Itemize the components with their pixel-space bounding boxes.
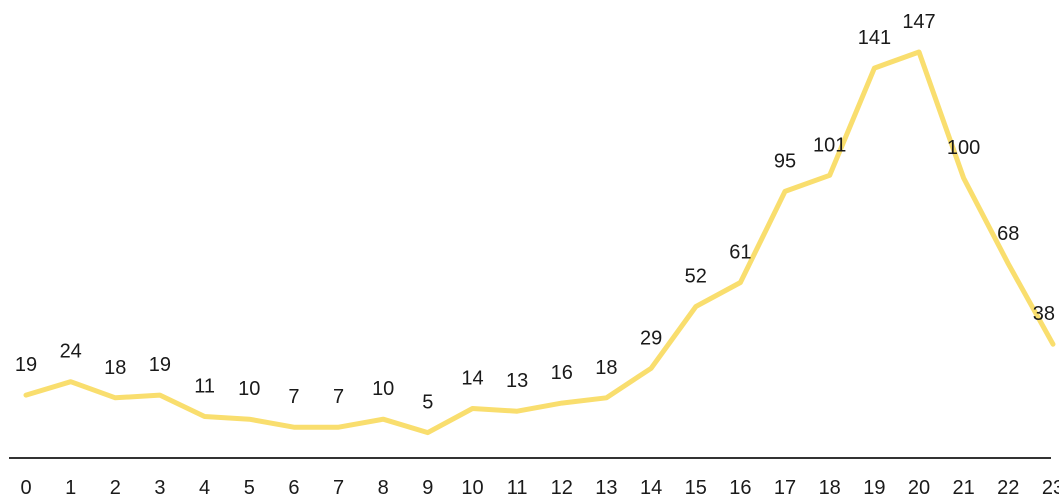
x-tick-label: 3 <box>154 477 165 499</box>
x-tick-label: 6 <box>288 477 299 499</box>
series-line <box>23 49 1056 436</box>
x-tick-label: 11 <box>507 477 528 499</box>
data-label: 18 <box>595 357 617 379</box>
x-tick-label: 9 <box>422 477 433 499</box>
x-tick-label: 16 <box>729 477 751 499</box>
data-label: 68 <box>997 223 1019 245</box>
x-tick-label: 18 <box>819 477 841 499</box>
data-label: 16 <box>551 362 573 384</box>
data-labels: 19 24 18 19 11 10 7 7 10 5 14 13 16 18 29 52 61 95 101 141 1… <box>15 11 1055 414</box>
data-label: 147 <box>902 11 935 33</box>
data-label: 95 <box>774 150 796 172</box>
data-label: 5 <box>422 392 433 414</box>
x-axis-ticks: 0 1 2 3 4 5 6 7 8 9 10 11 12 13 14 15 16 17 18 19 20 21 22 23 <box>20 477 1059 499</box>
data-label: 7 <box>333 386 344 408</box>
x-tick-label: 15 <box>685 477 707 499</box>
data-label: 14 <box>461 368 483 390</box>
data-label: 101 <box>813 134 846 156</box>
x-tick-label: 13 <box>595 477 617 499</box>
data-label: 19 <box>149 354 171 376</box>
x-tick-label: 17 <box>774 477 796 499</box>
data-label: 24 <box>60 341 82 363</box>
data-label: 18 <box>104 357 126 379</box>
data-label: 61 <box>729 242 751 264</box>
x-tick-label: 10 <box>461 477 483 499</box>
x-tick-label: 12 <box>551 477 573 499</box>
data-label: 52 <box>685 266 707 288</box>
data-label: 10 <box>372 378 394 400</box>
x-tick-label: 4 <box>199 477 210 499</box>
data-label: 11 <box>194 376 215 398</box>
data-label: 100 <box>947 137 980 159</box>
x-tick-label: 5 <box>244 477 255 499</box>
x-tick-label: 14 <box>640 477 662 499</box>
x-tick-label: 20 <box>908 477 930 499</box>
data-label: 29 <box>640 327 662 349</box>
data-label: 13 <box>506 370 528 392</box>
x-tick-label: 8 <box>378 477 389 499</box>
data-label: 10 <box>238 378 260 400</box>
data-label: 141 <box>858 27 891 49</box>
x-tick-label: 19 <box>863 477 885 499</box>
x-tick-label: 23 <box>1042 477 1059 499</box>
data-label: 38 <box>1033 303 1055 325</box>
x-tick-label: 21 <box>952 477 974 499</box>
x-tick-label: 7 <box>333 477 344 499</box>
x-tick-label: 2 <box>110 477 121 499</box>
data-label: 7 <box>288 386 299 408</box>
x-tick-label: 0 <box>20 477 31 499</box>
x-tick-label: 22 <box>997 477 1019 499</box>
x-tick-label: 1 <box>65 477 76 499</box>
data-label: 19 <box>15 354 37 376</box>
